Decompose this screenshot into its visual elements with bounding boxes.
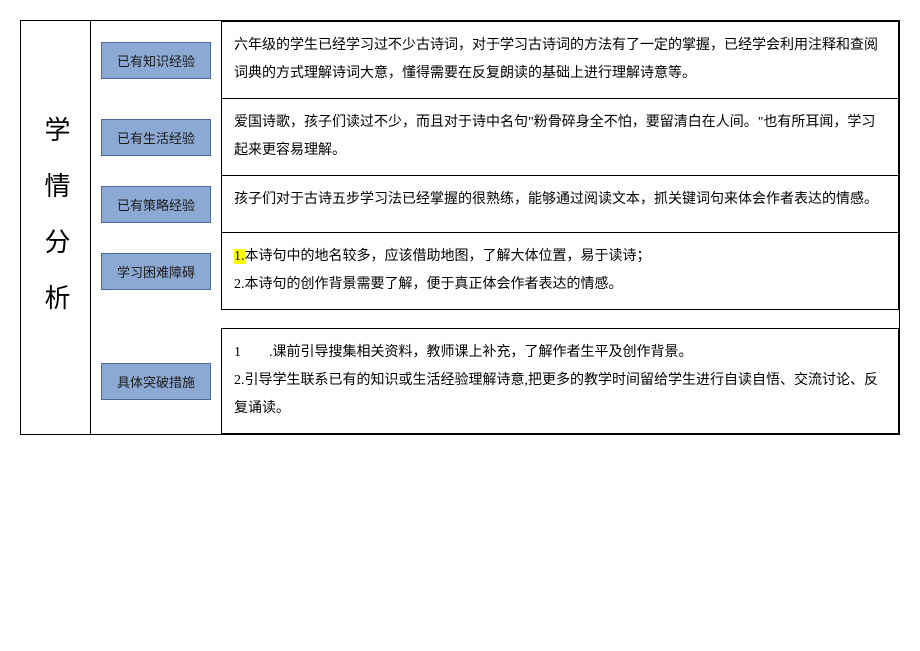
spacer-label — [91, 310, 221, 330]
left-title-column: 学情分析 — [21, 21, 91, 434]
spacer-content — [221, 310, 899, 328]
label-strategy: 已有策略经验 — [101, 186, 211, 223]
label-cell: 已有知识经验 — [91, 21, 221, 99]
label-knowledge: 已有知识经验 — [101, 42, 211, 79]
label-cell: 已有生活经验 — [91, 99, 221, 176]
section-title: 学情分析 — [37, 116, 74, 340]
row-knowledge: 已有知识经验 六年级的学生已经学习过不少古诗词，对于学习古诗词的方法有了一定的掌… — [91, 21, 899, 99]
label-difficulty: 学习困难障碍 — [101, 253, 211, 290]
row-strategy: 已有策略经验 孩子们对于古诗五步学习法已经掌握的很熟练，能够通过阅读文本，抓关键… — [91, 176, 899, 233]
spacer-row — [91, 310, 899, 328]
content-knowledge: 六年级的学生已经学习过不少古诗词，对于学习古诗词的方法有了一定的掌握，已经学会利… — [221, 21, 899, 99]
highlight-text: 1. — [234, 249, 245, 264]
label-measures: 具体突破措施 — [101, 363, 211, 400]
content-difficulty: 1.本诗句中的地名较多，应该借助地图，了解大体位置，易于读诗； 2.本诗句的创作… — [221, 233, 899, 310]
label-cell: 学习困难障碍 — [91, 233, 221, 310]
content-measures: 1 .课前引导搜集相关资料，教师课上补充，了解作者生平及创作背景。 2.引导学生… — [221, 328, 899, 434]
measures-line2: 2.引导学生联系已有的知识或生活经验理解诗意,把更多的教学时间留给学生进行自读自… — [234, 373, 878, 416]
content-life: 爱国诗歌，孩子们读过不少，而且对于诗中名句"粉骨碎身全不怕，要留清白在人间。"也… — [221, 99, 899, 176]
content-column: 已有知识经验 六年级的学生已经学习过不少古诗词，对于学习古诗词的方法有了一定的掌… — [91, 21, 899, 434]
row-difficulty: 学习困难障碍 1.本诗句中的地名较多，应该借助地图，了解大体位置，易于读诗； 2… — [91, 233, 899, 310]
label-cell: 具体突破措施 — [91, 328, 221, 434]
outer-container: 学情分析 已有知识经验 六年级的学生已经学习过不少古诗词，对于学习古诗词的方法有… — [20, 20, 900, 435]
measures-line1: 1 .课前引导搜集相关资料，教师课上补充，了解作者生平及创作背景。 — [234, 345, 693, 360]
difficulty-line2: 2.本诗句的创作背景需要了解，便于真正体会作者表达的情感。 — [234, 277, 623, 292]
label-life: 已有生活经验 — [101, 119, 211, 156]
label-cell: 已有策略经验 — [91, 176, 221, 233]
difficulty-line1: 本诗句中的地名较多，应该借助地图，了解大体位置，易于读诗； — [245, 249, 651, 264]
row-measures: 具体突破措施 1 .课前引导搜集相关资料，教师课上补充，了解作者生平及创作背景。… — [91, 328, 899, 434]
row-life: 已有生活经验 爱国诗歌，孩子们读过不少，而且对于诗中名句"粉骨碎身全不怕，要留清… — [91, 99, 899, 176]
content-strategy: 孩子们对于古诗五步学习法已经掌握的很熟练，能够通过阅读文本，抓关键词句来体会作者… — [221, 176, 899, 233]
